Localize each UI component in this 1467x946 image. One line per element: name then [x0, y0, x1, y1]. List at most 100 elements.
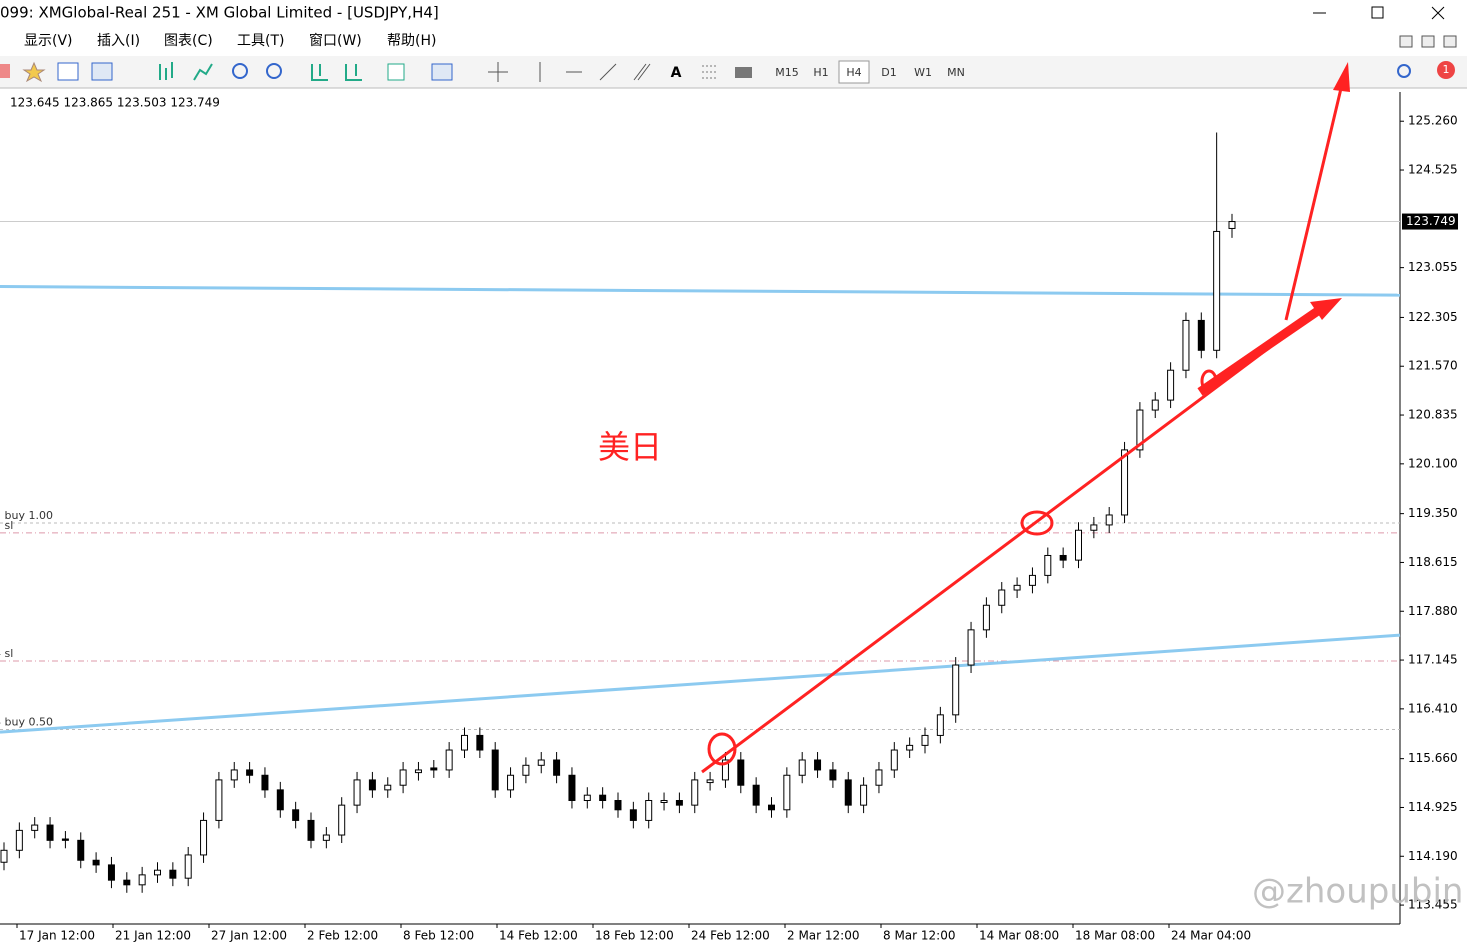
text-tool[interactable]: A: [671, 65, 682, 81]
candle-body: [1044, 554, 1052, 576]
candle-body: [1182, 319, 1190, 371]
y-tick-label: 125.260: [1408, 114, 1458, 128]
red-arrow-line: [701, 304, 1326, 774]
maximize-button[interactable]: [1371, 6, 1384, 19]
x-tick-label: 2 Feb 12:00: [307, 929, 378, 943]
timeframe-button[interactable]: H1: [813, 66, 828, 79]
candle-body: [368, 779, 376, 791]
menu-item[interactable]: 窗口(W): [309, 32, 362, 49]
icon[interactable]: [159, 62, 173, 80]
icon[interactable]: [193, 63, 213, 81]
candle-body: [982, 604, 990, 631]
candle-body: [0, 849, 8, 863]
timeframe-button[interactable]: M15: [775, 66, 799, 79]
candle-body: [537, 759, 545, 766]
notification-badge[interactable]: [1437, 61, 1455, 79]
trendline: [0, 633, 1401, 734]
candle-body: [952, 664, 960, 716]
red-arrow-thick: [1197, 302, 1328, 396]
candle-body: [1228, 221, 1236, 229]
icon[interactable]: [57, 62, 79, 81]
menu-item[interactable]: 帮助(H): [387, 33, 436, 49]
icon[interactable]: [91, 62, 113, 81]
candle-body: [430, 767, 438, 771]
timeframe-button[interactable]: MN: [947, 66, 965, 79]
candle-body: [875, 769, 883, 786]
timeframe-button[interactable]: H4: [846, 66, 861, 79]
candle-body: [599, 794, 607, 801]
trend-line[interactable]: [599, 63, 617, 81]
rectangle-tool[interactable]: [735, 67, 752, 78]
candle-body: [230, 769, 238, 781]
candle-body: [507, 774, 515, 791]
mdi-close[interactable]: [1443, 35, 1457, 48]
mdi-restore[interactable]: [1421, 35, 1435, 48]
timeframe-button[interactable]: W1: [914, 66, 932, 79]
search[interactable]: [1397, 64, 1411, 78]
y-tick-label: 120.835: [1408, 408, 1458, 422]
menu-item[interactable]: 显示(V): [24, 33, 73, 49]
x-tick-label: 14 Mar 08:00: [979, 929, 1059, 943]
close-button[interactable]: [1431, 6, 1445, 20]
y-tick-label: 115.660: [1408, 751, 1458, 765]
icon[interactable]: [387, 63, 405, 81]
candle-body: [261, 774, 269, 791]
channel[interactable]: [633, 63, 651, 81]
icon[interactable]: [431, 63, 453, 81]
price-label-box: [1402, 213, 1458, 230]
candle-body: [154, 869, 161, 876]
menu-item[interactable]: 图表(C): [164, 33, 213, 49]
annotation-text: 美日: [598, 428, 662, 466]
candle-body: [215, 779, 223, 821]
candle-body: [1197, 319, 1205, 351]
icon[interactable]: [311, 64, 328, 81]
candle-body: [906, 744, 914, 751]
icon[interactable]: [0, 64, 10, 78]
candle-body: [1090, 524, 1098, 531]
candle-body: [614, 799, 622, 811]
watermark: @zhoupubin: [1252, 872, 1463, 912]
red-arrow-head: [1333, 62, 1350, 92]
candle-body: [292, 809, 300, 821]
zoom-out[interactable]: [266, 63, 282, 79]
candle-body: [184, 854, 192, 879]
candle-body: [783, 774, 791, 811]
candle-body: [829, 769, 837, 781]
red-circle: [1200, 369, 1218, 393]
x-tick-label: 8 Feb 12:00: [403, 929, 474, 943]
candle-body: [414, 769, 422, 774]
candle-body: [921, 734, 929, 746]
candle-body: [138, 874, 146, 886]
red-circle: [707, 732, 737, 766]
candle-body: [798, 759, 806, 776]
x-tick-label: 24 Mar 04:00: [1171, 929, 1251, 943]
candle-body: [307, 819, 315, 841]
candle-body: [660, 799, 668, 803]
y-tick-label: 122.305: [1408, 310, 1458, 324]
red-circle: [1020, 510, 1054, 536]
candle-body: [706, 779, 714, 784]
x-tick-label: 27 Jan 12:00: [211, 929, 287, 943]
fibo[interactable]: [702, 65, 718, 79]
candle-body: [1151, 399, 1159, 411]
timeframe-button[interactable]: D1: [881, 66, 896, 79]
candle-body: [246, 769, 254, 776]
crosshair[interactable]: [488, 62, 508, 82]
candle-body: [107, 864, 115, 881]
menu-item[interactable]: 插入(I): [97, 33, 140, 49]
menu-item[interactable]: 工具(T): [237, 33, 284, 49]
candle-body: [860, 784, 868, 806]
toolbar-icons: [0, 61, 1455, 83]
candle-body: [491, 749, 499, 791]
mdi-minimize[interactable]: [1399, 35, 1413, 48]
x-tick-label: 18 Feb 12:00: [595, 929, 674, 943]
icon[interactable]: [345, 64, 362, 81]
y-tick-label: 116.410: [1408, 701, 1458, 715]
zoom-in[interactable]: [232, 63, 248, 79]
menu-bar: [0, 28, 1467, 54]
hand-annotations: [701, 62, 1350, 774]
icon[interactable]: [22, 61, 46, 83]
candle-body: [322, 834, 330, 841]
order-label: 4 buy 0.50: [0, 715, 53, 728]
